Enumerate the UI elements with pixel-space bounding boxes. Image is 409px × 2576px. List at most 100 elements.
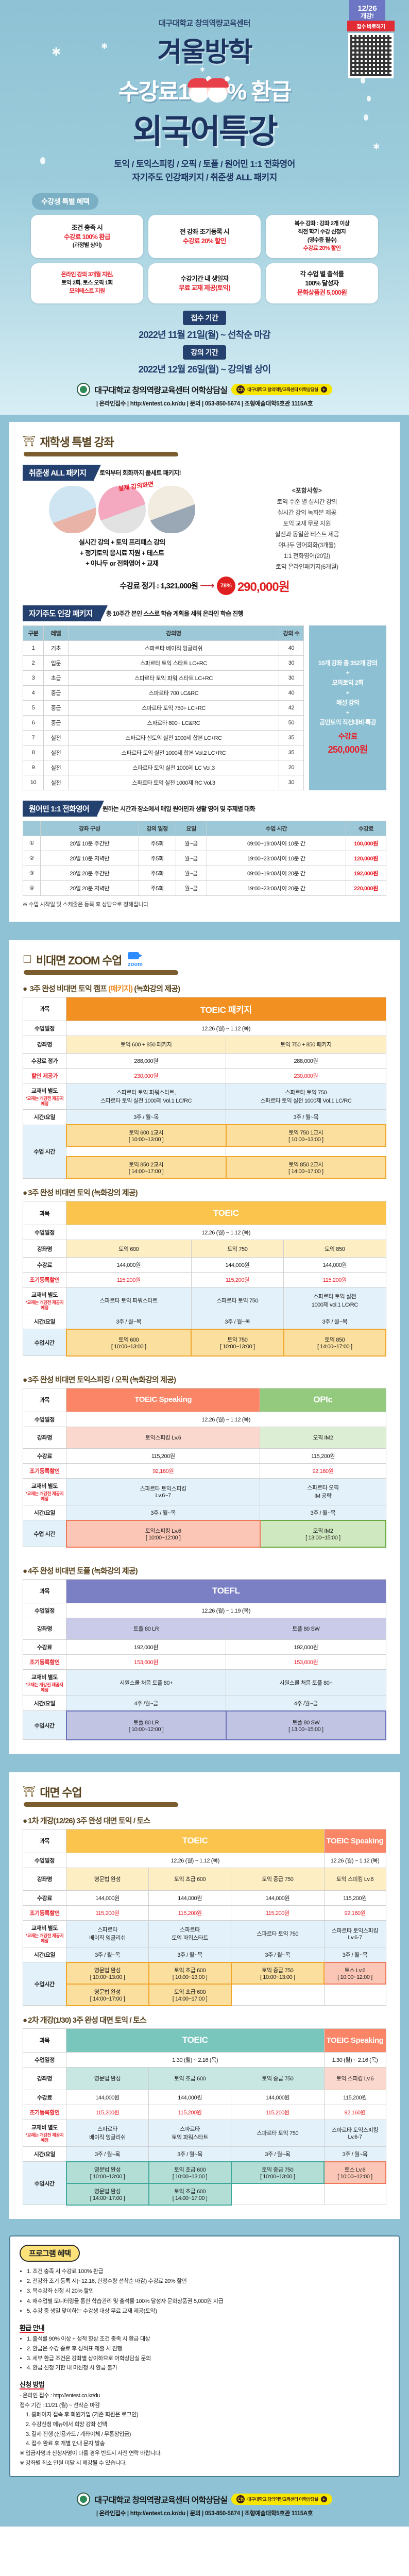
time-value: 3주 / 월~목 xyxy=(226,1109,386,1125)
class-value: 토스 Lv.6 [ 10:00~12:00 ] xyxy=(323,1961,386,1985)
include-item: 토익 수준 별 실시간 강의 xyxy=(277,498,337,505)
cell-level: 실전 xyxy=(43,730,69,745)
table-row: ③ 20일 20분 주간반 주5회 월~금 09:00~19:00사이 20분 간 192… xyxy=(23,865,386,881)
toeic-package-heading: 3주 완성 비대면 토익 캠프 (패키지) (녹화강의 제공) xyxy=(23,983,386,994)
early-value: 92,160원 xyxy=(323,2104,386,2120)
include-item: 실시간 강의 녹화본 제공 xyxy=(277,509,336,516)
benefit-line-1: 복수 강좌 : 강좌 2개 이상 xyxy=(294,221,350,227)
lecture-thumbnail xyxy=(48,485,96,533)
course-value: 토익 중급 750 xyxy=(231,1867,325,1891)
include-item: 실전과 동일한 테스트 제공 xyxy=(275,530,339,538)
course-value: 영문법 완성 xyxy=(65,2066,149,2090)
hero-banner: ✱ ✱ ✱ ✱ 12/26 개강! 대구대학교 창의역량교육센터 겨울방학 수강… xyxy=(0,0,409,415)
main-title: 외국어특강 xyxy=(132,113,278,150)
package-tag: 취준생 ALL 패키지 xyxy=(23,464,101,481)
cell-count: 40 xyxy=(279,640,304,656)
course-value: 토익 600 + 850 패키지 xyxy=(65,1035,227,1054)
cell-no: ③ xyxy=(23,865,41,881)
santa-icon xyxy=(206,76,230,103)
apply-item: 접수 기간 : 11/21 (월) ~ 선착순 마감 xyxy=(20,2402,100,2409)
cell-name: 스파르타 신토익 실전 1000제 합본 LC+RC xyxy=(68,730,279,745)
cell-time: 19:00~23:00사이 10분 간 xyxy=(206,850,347,866)
row-label-class: 수업시간 xyxy=(23,1329,66,1356)
apply-item: 3. 결제 진행 (신용카드 / 계좌이체 / 무통장입금) xyxy=(26,2431,131,2437)
book-note: *교재는 개강전 재공지 예정 xyxy=(25,2132,64,2143)
benefit-section-label: 수강생 특별 혜택 xyxy=(32,193,99,210)
early-value: 115,200원 xyxy=(148,2104,232,2120)
benefit-item: 1. 조건 충족 시 수강료 100% 환급 xyxy=(27,2267,389,2277)
row-label-subject: 과목 xyxy=(23,2028,66,2053)
heading-orange: (패키지) xyxy=(108,984,133,993)
cell-level: 실전 xyxy=(43,774,69,790)
row-label-subject: 과목 xyxy=(23,996,66,1021)
row-label-schedule: 수업일정 xyxy=(23,1852,66,1868)
zoom-toeic-package-table: 과목 TOEIC 패키지 수업일정 12.26 (월) ~ 1.12 (목) 강… xyxy=(23,996,387,1179)
row-label-book: 교재비 별도 xyxy=(31,2125,58,2131)
cell-count: 40 xyxy=(279,685,304,701)
class-value: 토익 750 [ 10:00~13:00 ] xyxy=(191,1328,284,1357)
discount-value: 230,000원 xyxy=(226,1067,386,1083)
course-value: 토익 850 xyxy=(283,1240,386,1258)
footer-org-name: 대구대학교 창의역량교육센터 어학상담실 xyxy=(94,386,228,395)
cell-count: 30 xyxy=(279,774,304,790)
benefit-item: 3. 복수강좌 신청 시 20% 할인 xyxy=(27,2286,389,2296)
class-value: 토플 80 SW [ 13:00~15:00 ] xyxy=(225,1710,387,1740)
self-package-tag: 자기주도 인강 패키지 xyxy=(23,605,108,621)
apply-item: - 온라인 접수 : http://entest.co.kr/du xyxy=(20,2392,100,2399)
book-value: 스파르타 토익스피킹 Lv.6-7 xyxy=(323,2119,386,2147)
early-value: 153,600원 xyxy=(226,1654,386,1670)
row-label-time: 시간/요일 xyxy=(23,1695,66,1711)
subject-line-1: 토익 / 토익스피킹 / 오픽 / 토플 / 원어민 1:1 전화영어 xyxy=(114,159,295,169)
table-row: 7 실전 스파르타 신토익 실전 1000제 합본 LC+RC 35 xyxy=(23,730,304,745)
cell-name: 스파르타 토익 실전 1000제 LC Vol.3 xyxy=(68,759,279,775)
refund-suffix: % 환급 xyxy=(226,79,292,105)
kakao-channel-label: 대구대학교 창의역량교육센터 어학상담실 xyxy=(247,386,318,392)
benefit-line-2: 문화상품권 5,000원 xyxy=(297,289,347,296)
table-row: 2 입문 스파르타 토익 스타트 LC+RC 30 xyxy=(23,655,304,671)
book-value: 스파르타 토익 파워스타트 xyxy=(66,1287,192,1314)
time-value: 3주 / 월~목 xyxy=(65,1946,149,1963)
qr-code-icon[interactable] xyxy=(348,33,394,78)
brush-underline xyxy=(24,451,178,456)
cell-price: 220,000원 xyxy=(346,880,386,896)
contact-line: | 온라인접수 | http://entest.co.kr/du | 문의 | … xyxy=(96,400,313,407)
phone-english-note: ※ 수업 시작일 및 스케줄은 등록 후 상담으로 정해집니다 xyxy=(23,901,148,908)
book-value: 시원스쿨 처음 토플 80+ xyxy=(65,1669,227,1696)
price-value: 144,000원 xyxy=(148,2089,232,2105)
speaking-heading: 3주 완성 비대면 토익스피킹 / 오픽 (녹화강의 제공) xyxy=(23,1374,386,1385)
cell-no: 6 xyxy=(23,715,44,731)
table-row: 4 중급 스파르타 700 LC&RC 40 xyxy=(23,685,304,701)
cell-time: 09:00~19:00사이 20분 간 xyxy=(206,865,347,881)
class-value: 토익 850 2교시 [ 14:00~17:00 ] xyxy=(225,1156,387,1179)
cell-name: 스파르타 800+ LC&RC xyxy=(68,715,279,731)
price-value: 144,000원 xyxy=(65,1890,149,1906)
subject-list: 토익 / 토익스피킹 / 오픽 / 토플 / 원어민 1:1 전화영어 자기주도… xyxy=(0,158,409,184)
price-value: 115,200원 xyxy=(260,1448,386,1464)
cell-name: 스파르타 토익 스타트 LC+RC xyxy=(68,655,279,671)
class-value: 오픽 IM2 [ 13:00~15:00 ] xyxy=(259,1519,387,1548)
early-value: 115,200원 xyxy=(66,1272,192,1288)
plus-sign: + xyxy=(346,669,350,677)
row-label-class: 수업시간 xyxy=(23,2161,66,2206)
benefit-line-1: 수강기간 내 생일자 xyxy=(180,275,229,282)
kakao-channel-button[interactable]: Ch 대구대학교 창의역량교육센터 어학상담실 + xyxy=(231,383,332,395)
benefit-line-2b: 모의테스트 지원 xyxy=(69,287,105,294)
table-row: 5 중급 스파르타 토익 750+ LC+RC 42 xyxy=(23,700,304,716)
benefit-line-1c: (영수증 필수) xyxy=(307,236,337,243)
cell-no: 5 xyxy=(23,700,44,716)
book-value: 시원스쿨 처음 토플 80+ xyxy=(226,1669,386,1696)
time-value: 3주 / 월~목 xyxy=(148,2146,232,2162)
time-value: 3주 / 월~목 xyxy=(66,1313,192,1329)
book-note: *교재는 개강전 재공지 예정 xyxy=(25,1490,64,1501)
kakao-channel-button[interactable]: Ch 대구대학교 창의역량교육센터 어학상담실 + xyxy=(231,2494,332,2505)
benefit-card: 각 수업 별 출석률 100% 달성자 문화상품권 5,000원 xyxy=(266,263,378,303)
qr-apply-block[interactable]: 접수 바로하기 xyxy=(347,21,395,78)
benefit-line-1: 토익 2회, 토스 오픽 1회 xyxy=(61,279,113,286)
early-value: 115,200원 xyxy=(148,1905,232,1921)
phone-english-desc: 원하는 시간과 장소에서 매일 원어민과 생활 영어 및 주제별 대화 xyxy=(103,805,255,812)
house-icon: ⛩ xyxy=(23,1786,36,1798)
price-value: 115,200원 xyxy=(65,1448,261,1464)
time-value: 3주 / 월~목 xyxy=(231,2146,325,2162)
course-value: 토익 750 + 850 패키지 xyxy=(226,1035,386,1054)
